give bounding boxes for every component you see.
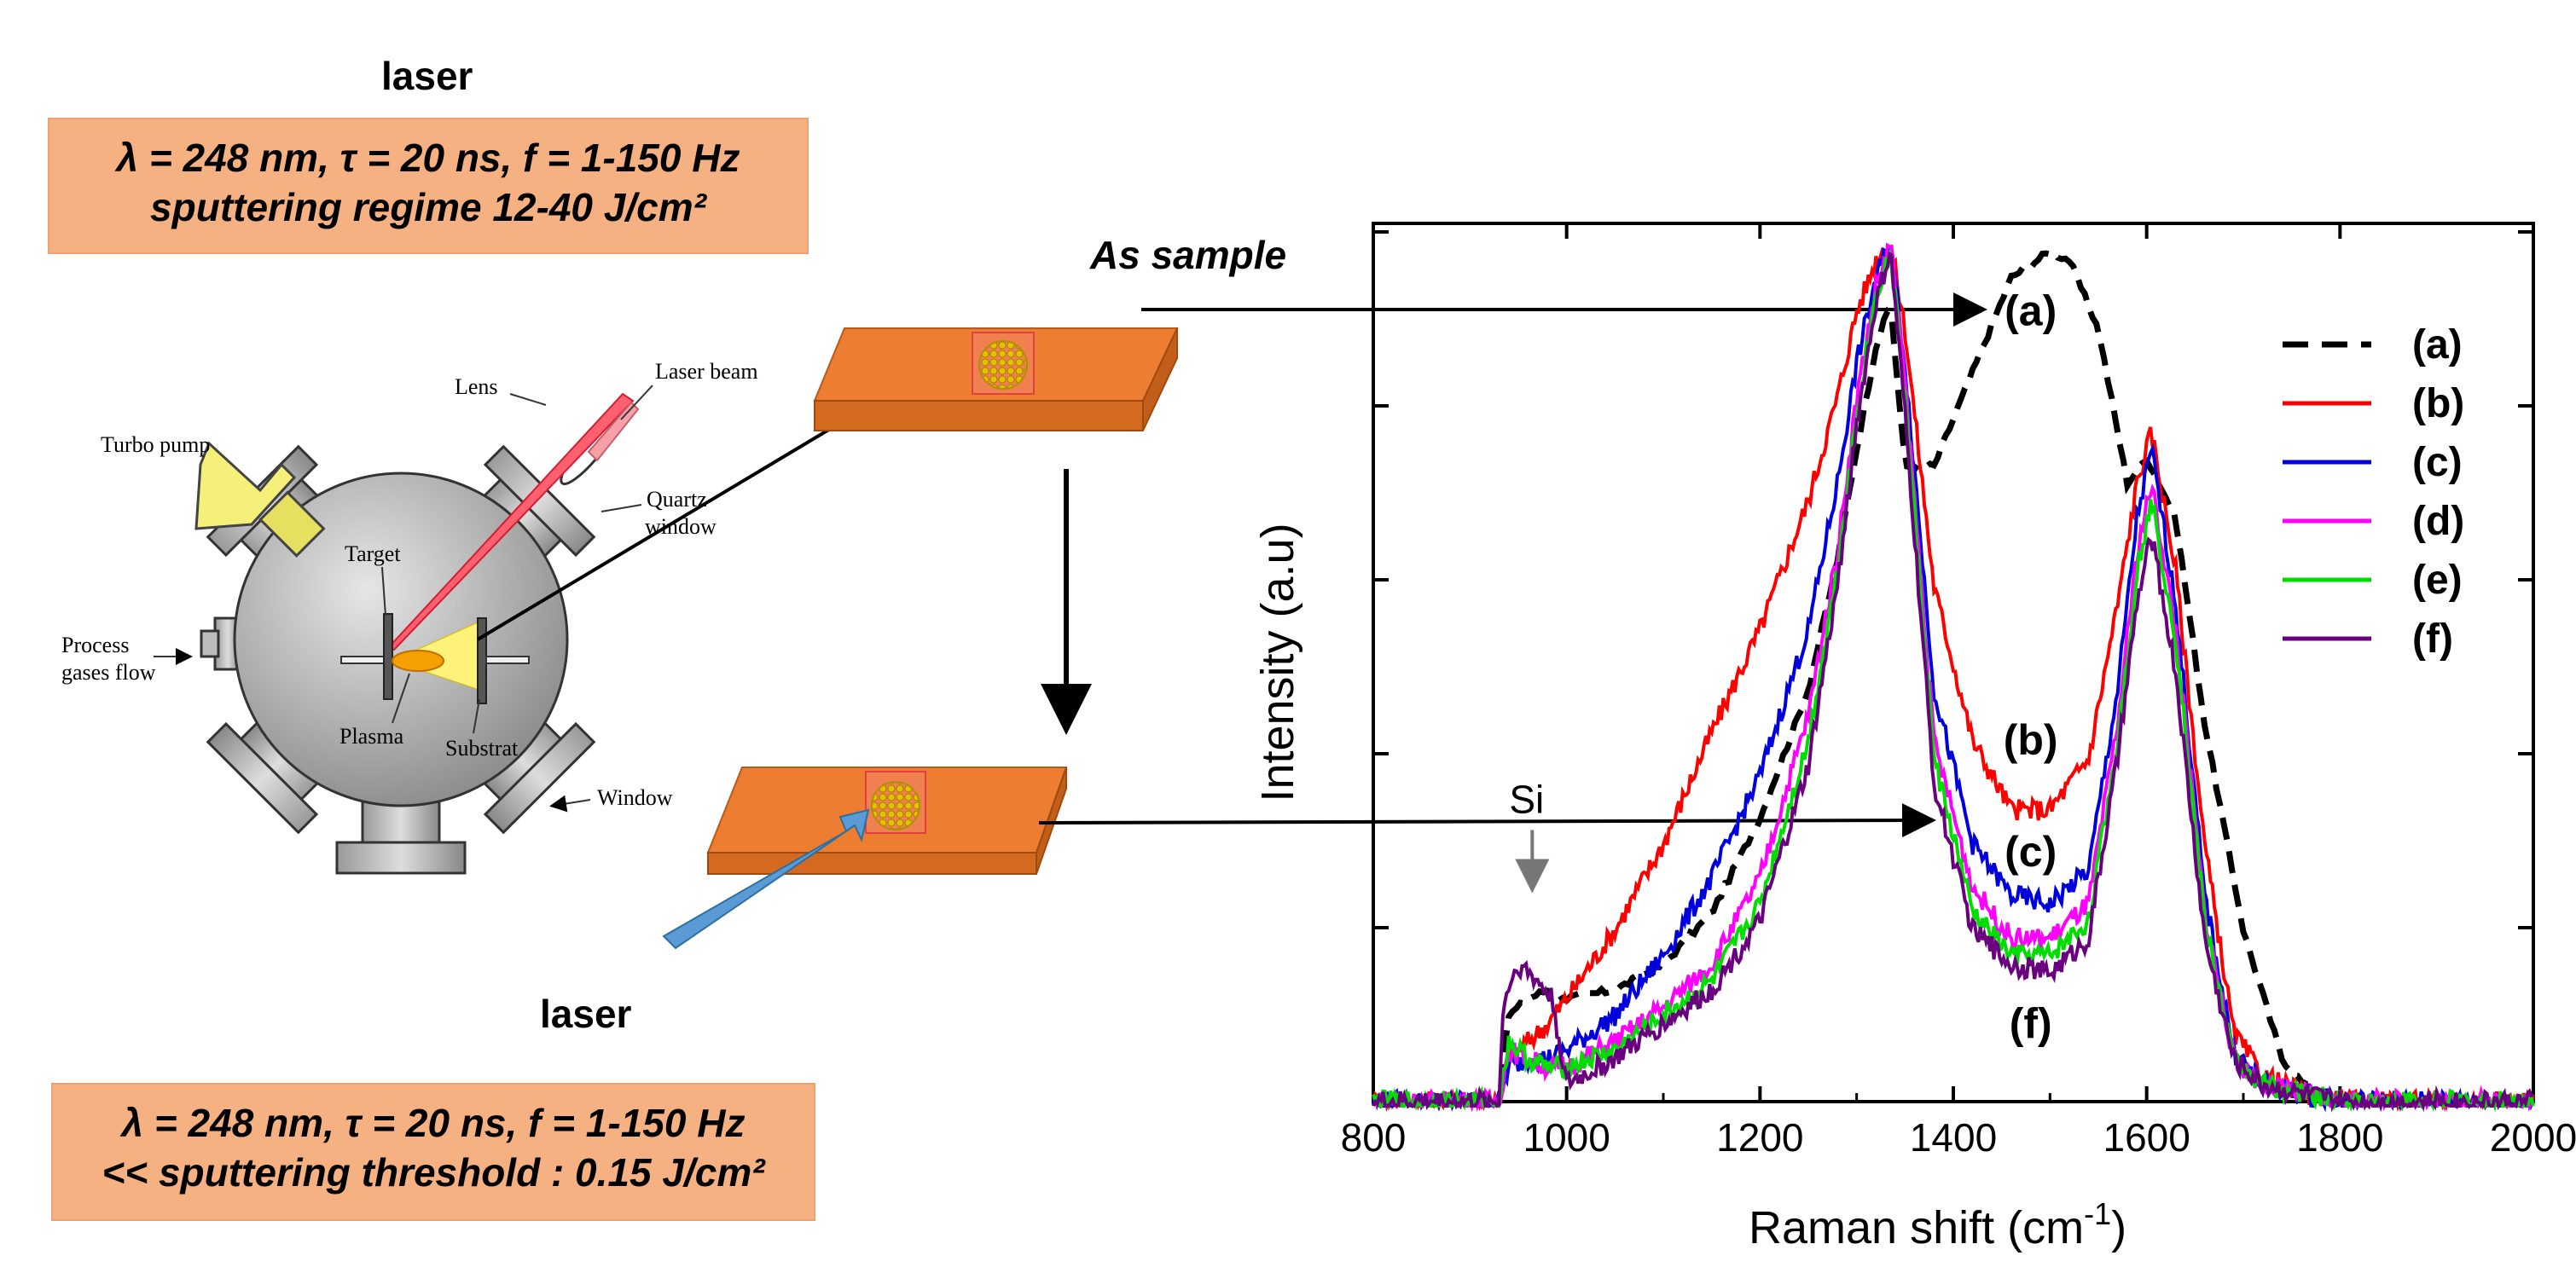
- label-plasma: Plasma: [339, 724, 404, 749]
- curves: [1372, 242, 2535, 1113]
- series-c-line: [1372, 246, 2535, 1113]
- top-laser-line2: sputtering regime 12-40 J/cm²: [150, 185, 706, 229]
- x-tick-label: 1200: [1716, 1115, 1803, 1160]
- substrate-holder: [485, 656, 530, 664]
- substrate-plate: [477, 617, 487, 704]
- x-axis-ticks: 800 1000 1200 1400 1600 1800 2000: [1341, 223, 2576, 1160]
- top-nanoparticle-icon: [978, 340, 1028, 390]
- curve-annotation: (c): [2005, 828, 2057, 876]
- plasma-core: [392, 650, 444, 672]
- series-d-line: [1372, 242, 2535, 1113]
- bottom-laser-line1: λ = 248 nm, τ = 20 ns, f = 1-150 Hz: [121, 1101, 746, 1145]
- bottom-laser-params-box: λ = 248 nm, τ = 20 ns, f = 1-150 Hz << s…: [51, 1083, 815, 1221]
- top-laser-line1: λ = 248 nm, τ = 20 ns, f = 1-150 Hz: [116, 136, 740, 180]
- curve-annotation: (f): [2010, 999, 2052, 1047]
- laser-irradiation-arrow: [662, 808, 870, 950]
- top-sample-plate: [813, 327, 1179, 432]
- bottom-nanoparticle-icon: [871, 781, 920, 830]
- arrow-treated-to-c: [1038, 803, 1936, 838]
- y-axis-title: Intensity (a.u): [1252, 523, 1303, 801]
- x-tick-label: 800: [1341, 1115, 1407, 1160]
- legend-label-a: (a): [2412, 322, 2463, 367]
- label-substrat: Substrat: [445, 736, 519, 761]
- x-tick-label: 2000: [2490, 1115, 2576, 1160]
- deposition-chamber: Turbo pump Lens Laser beam Quartz window…: [61, 359, 758, 875]
- top-laser-title: laser: [381, 54, 473, 98]
- legend-label-b: (b): [2412, 381, 2464, 426]
- label-target: Target: [345, 541, 401, 566]
- port-bottom: [335, 796, 467, 875]
- bottom-laser-line2: << sputtering threshold : 0.15 J/cm²: [102, 1150, 765, 1195]
- x-tick-label: 1000: [1523, 1115, 1610, 1160]
- x-axis-title: Raman shift (cm-1): [1749, 1196, 2126, 1253]
- legend-label-f: (f): [2412, 616, 2453, 662]
- laser-beam-outer: [587, 401, 640, 462]
- chart-frame: [1372, 222, 2535, 1103]
- bottom-sample-plate: [706, 767, 1068, 875]
- si-peak-label: Si: [1509, 778, 1544, 822]
- label-process-2: gases flow: [61, 660, 156, 685]
- bottom-laser-title: laser: [540, 992, 632, 1036]
- turbo-pump-icon: [194, 441, 326, 558]
- series-f-line: [1372, 251, 2534, 1113]
- x-tick-label: 1600: [2103, 1115, 2190, 1160]
- label-lens: Lens: [455, 374, 498, 399]
- series-b-line: [1372, 244, 2535, 1113]
- x-tick-label: 1400: [1910, 1115, 1997, 1160]
- x-tick-label: 1800: [2296, 1115, 2383, 1160]
- top-laser-params-box: λ = 248 nm, τ = 20 ns, f = 1-150 Hz sput…: [48, 118, 809, 254]
- curve-labels: (a) (b) (c) (f): [2004, 287, 2058, 1048]
- series-a-line: [1372, 248, 2535, 1109]
- curve-annotation: (b): [2004, 716, 2058, 764]
- chart-legend: (a) (b) (c) (d) (e) (f): [2283, 322, 2464, 662]
- curve-annotation: (a): [2005, 287, 2057, 335]
- series-e-line: [1372, 247, 2535, 1113]
- as-sample-label: As sample: [1090, 233, 1287, 277]
- raman-chart: 800 1000 1200 1400 1600 1800 2000 Raman shift …: [1252, 222, 2576, 1253]
- legend-label-c: (c): [2412, 440, 2463, 485]
- target-plate: [383, 613, 393, 700]
- legend-label-e: (e): [2412, 558, 2463, 603]
- label-turbo-pump: Turbo pump: [101, 432, 210, 457]
- label-window: Window: [597, 785, 673, 810]
- legend-label-d: (d): [2412, 499, 2464, 544]
- label-laser-beam: Laser beam: [655, 359, 758, 384]
- label-process-1: Process: [61, 633, 129, 657]
